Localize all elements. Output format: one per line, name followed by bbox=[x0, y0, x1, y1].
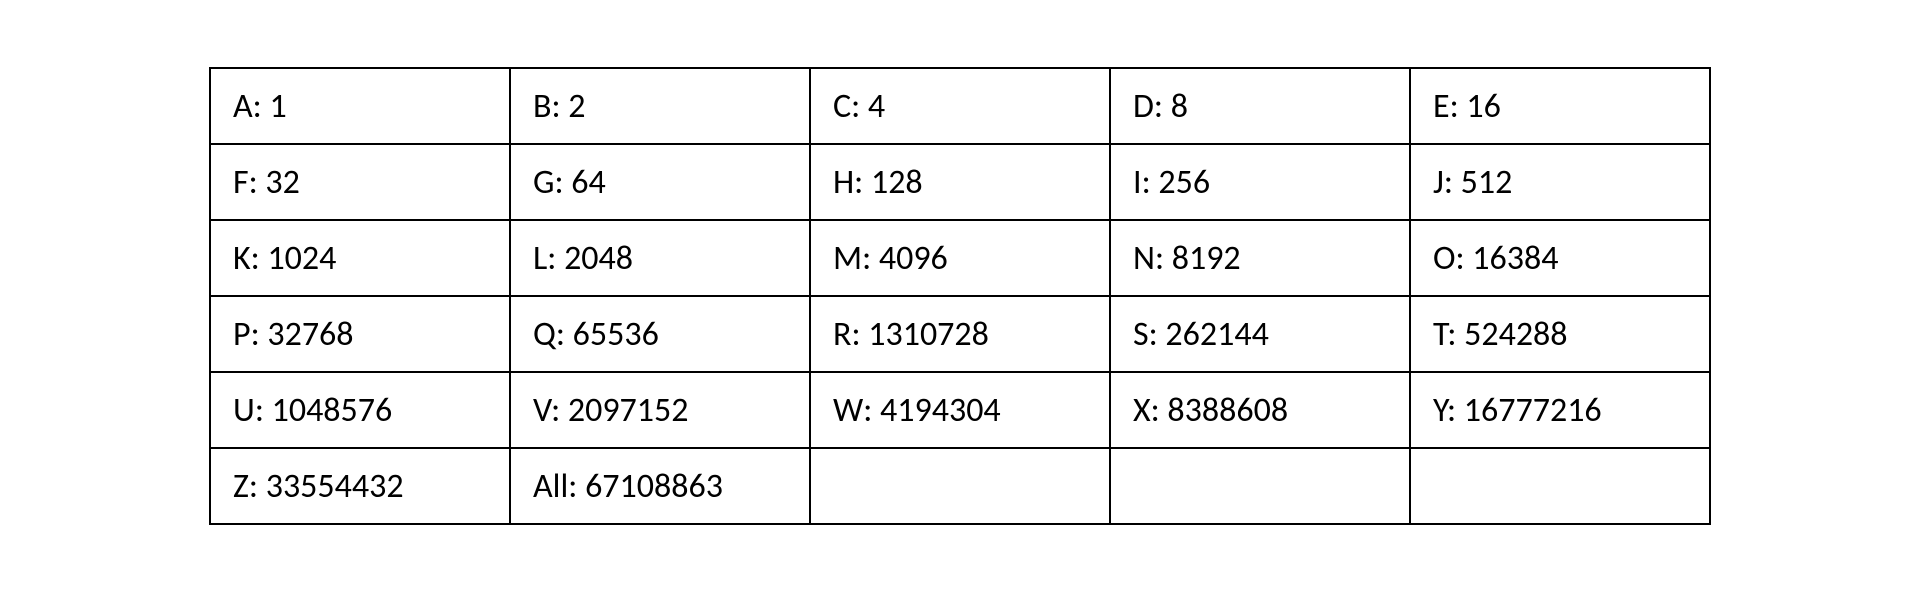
table-cell: E: 16 bbox=[1410, 68, 1710, 144]
table-row: P: 32768 Q: 65536 R: 1310728 S: 262144 T… bbox=[210, 296, 1710, 372]
bitmask-table: A: 1 B: 2 C: 4 D: 8 E: 16 F: 32 G: 64 H:… bbox=[209, 67, 1711, 525]
table-cell: F: 32 bbox=[210, 144, 510, 220]
table-cell: U: 1048576 bbox=[210, 372, 510, 448]
table-row: U: 1048576 V: 2097152 W: 4194304 X: 8388… bbox=[210, 372, 1710, 448]
table-cell: C: 4 bbox=[810, 68, 1110, 144]
table-cell: X: 8388608 bbox=[1110, 372, 1410, 448]
table-cell: J: 512 bbox=[1410, 144, 1710, 220]
table-cell: All: 67108863 bbox=[510, 448, 810, 524]
table-cell: R: 1310728 bbox=[810, 296, 1110, 372]
table-cell: Y: 16777216 bbox=[1410, 372, 1710, 448]
table-cell: O: 16384 bbox=[1410, 220, 1710, 296]
table-cell: W: 4194304 bbox=[810, 372, 1110, 448]
table-cell: I: 256 bbox=[1110, 144, 1410, 220]
table-cell bbox=[1110, 448, 1410, 524]
table-cell: A: 1 bbox=[210, 68, 510, 144]
table-cell: V: 2097152 bbox=[510, 372, 810, 448]
table-cell: L: 2048 bbox=[510, 220, 810, 296]
table-cell: M: 4096 bbox=[810, 220, 1110, 296]
table-cell: S: 262144 bbox=[1110, 296, 1410, 372]
table-cell: H: 128 bbox=[810, 144, 1110, 220]
table-row: Z: 33554432 All: 67108863 bbox=[210, 448, 1710, 524]
table-cell: P: 32768 bbox=[210, 296, 510, 372]
table-cell: B: 2 bbox=[510, 68, 810, 144]
table-cell: G: 64 bbox=[510, 144, 810, 220]
table-cell bbox=[810, 448, 1110, 524]
table-cell: D: 8 bbox=[1110, 68, 1410, 144]
table-cell: N: 8192 bbox=[1110, 220, 1410, 296]
table-cell: Z: 33554432 bbox=[210, 448, 510, 524]
table-row: A: 1 B: 2 C: 4 D: 8 E: 16 bbox=[210, 68, 1710, 144]
table-body: A: 1 B: 2 C: 4 D: 8 E: 16 F: 32 G: 64 H:… bbox=[210, 68, 1710, 524]
table-cell: Q: 65536 bbox=[510, 296, 810, 372]
table-row: F: 32 G: 64 H: 128 I: 256 J: 512 bbox=[210, 144, 1710, 220]
table-cell bbox=[1410, 448, 1710, 524]
table-row: K: 1024 L: 2048 M: 4096 N: 8192 O: 16384 bbox=[210, 220, 1710, 296]
table-cell: K: 1024 bbox=[210, 220, 510, 296]
table-cell: T: 524288 bbox=[1410, 296, 1710, 372]
